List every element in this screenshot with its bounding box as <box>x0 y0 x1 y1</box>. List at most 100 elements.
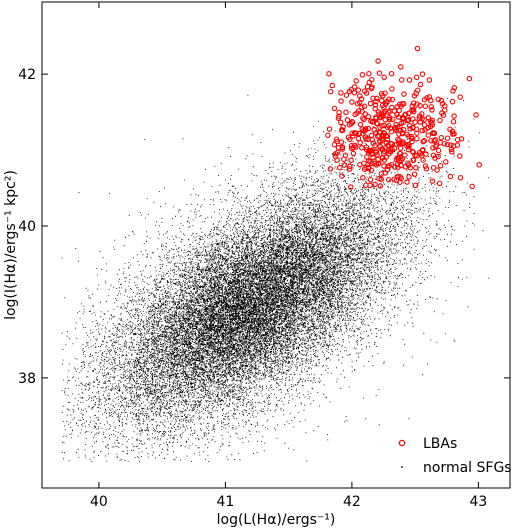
lba-point <box>425 115 432 121</box>
lba-point <box>384 136 391 143</box>
lba-point <box>469 183 475 190</box>
lba-point <box>341 162 347 168</box>
lba-point <box>419 147 426 154</box>
lba-point <box>454 142 461 148</box>
lba-point <box>413 165 419 171</box>
lba-point <box>370 95 376 102</box>
lba-point <box>406 174 412 180</box>
lba-point <box>412 182 419 189</box>
lba-point <box>359 145 365 151</box>
lba-point <box>451 113 457 119</box>
lba-point <box>375 58 381 64</box>
lba-point <box>405 117 412 123</box>
lba-point <box>389 86 395 92</box>
y-axis: 38 40 42 <box>18 67 510 387</box>
legend-lbas-label: LBAs <box>423 436 457 452</box>
lba-point <box>405 110 412 117</box>
lba-point <box>371 126 377 133</box>
lba-point <box>439 110 445 116</box>
lba-point <box>346 166 353 172</box>
lba-point <box>381 163 387 169</box>
lba-point <box>421 116 427 123</box>
lba-point <box>473 112 479 118</box>
lba-point <box>385 176 392 183</box>
lba-point <box>398 64 404 70</box>
lba-point <box>379 137 385 144</box>
plot-frame <box>41 1 511 489</box>
lba-point <box>354 100 361 107</box>
lba-point <box>396 137 403 144</box>
lba-point <box>429 117 435 123</box>
lba-point <box>368 160 375 167</box>
lba-point <box>344 117 351 123</box>
x-axis-label: log(L(Hα)/ergs⁻¹) <box>217 512 336 528</box>
y-tick-label: 38 <box>18 371 36 387</box>
lba-point <box>406 144 412 150</box>
lba-point <box>343 92 350 98</box>
lba-point <box>337 164 343 171</box>
lba-point <box>384 124 391 130</box>
lba-point <box>406 122 413 129</box>
lba-point <box>422 163 429 169</box>
lba-point <box>397 127 404 134</box>
lba-point <box>398 157 404 164</box>
lba-point <box>410 108 417 115</box>
lba-point <box>338 119 344 126</box>
lba-point <box>457 94 463 100</box>
lba-point <box>339 173 345 179</box>
lba-point <box>348 143 355 149</box>
lba-point <box>351 90 358 96</box>
lba-point <box>431 138 437 144</box>
lba-point <box>397 150 403 157</box>
lba-point <box>429 178 436 184</box>
lba-point <box>361 116 367 123</box>
lba-point <box>408 133 415 140</box>
lba-point <box>361 103 368 110</box>
lba-point <box>441 140 448 147</box>
legend-sfg-label: normal SFGs <box>423 460 512 476</box>
lba-point <box>406 77 413 83</box>
lba-point <box>449 149 455 155</box>
lba-point <box>341 156 347 162</box>
lba-point <box>448 146 455 153</box>
lba-point <box>331 105 338 112</box>
lba-point <box>381 130 388 137</box>
lba-point <box>405 141 411 148</box>
lba-point <box>400 119 407 125</box>
lba-point <box>447 173 454 180</box>
lba-point <box>451 85 458 91</box>
lba-point <box>354 110 360 116</box>
lba-point <box>361 160 367 167</box>
lba-point <box>438 135 445 141</box>
lba-point <box>435 153 441 160</box>
lba-point <box>388 70 395 77</box>
lba-point <box>414 130 420 136</box>
lba-point <box>419 71 426 77</box>
lba-point <box>397 179 403 185</box>
lba-point <box>377 143 383 150</box>
lba-point <box>410 100 417 106</box>
lba-point <box>404 179 410 185</box>
lba-point <box>419 127 425 134</box>
lba-point <box>376 138 383 144</box>
lba-point <box>386 147 392 153</box>
lba-point <box>405 162 412 168</box>
lba-point <box>372 102 379 108</box>
lba-point <box>372 181 378 188</box>
lba-point <box>401 91 407 97</box>
lba-point <box>348 121 354 127</box>
lba-point <box>380 110 387 116</box>
x-tick-label: 42 <box>343 494 361 510</box>
lba-point <box>428 97 434 104</box>
lba-point <box>361 88 368 94</box>
lba-point <box>359 104 365 111</box>
lba-point <box>414 45 421 52</box>
lba-point <box>335 115 342 121</box>
lba-point <box>383 140 390 146</box>
lba-point <box>367 100 374 107</box>
lba-point <box>418 152 425 159</box>
lba-point <box>351 84 358 90</box>
lba-point <box>327 88 334 95</box>
lba-point <box>367 177 374 183</box>
lba-point <box>375 161 381 167</box>
